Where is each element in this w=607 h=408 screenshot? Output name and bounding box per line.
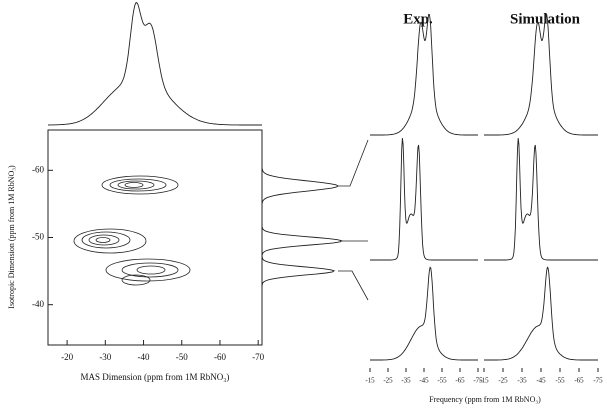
spectrum (370, 266, 478, 361)
contour-frame (47, 129, 263, 346)
y-tick-label: -50 (32, 232, 44, 242)
x-axis-label: MAS Dimension (ppm from 1M RbNO₃) (81, 372, 230, 382)
x-tick-label: -30 (99, 352, 111, 362)
x-tick-label: -40 (138, 352, 150, 362)
spectra-x-tick-label: -25 (383, 377, 393, 385)
y-axis-label: Isotropic Dimension (ppm from 1M RbNO₃) (7, 165, 16, 309)
spectra-x-tick-label: -35 (517, 377, 527, 385)
spectra-x-tick-label: -75 (593, 377, 603, 385)
y-tick-label: -60 (32, 164, 44, 174)
contours (73, 175, 191, 286)
spectra-x-tick-label: -15 (365, 377, 375, 385)
spectra-x-tick-label: -45 (536, 377, 546, 385)
spectra-x-tick-label: -65 (574, 377, 584, 385)
spectra-x-tick-label: -55 (555, 377, 565, 385)
isotropic-projection (261, 130, 343, 345)
spectra-x-tick-label: -15 (479, 377, 489, 385)
x-tick-label: -60 (214, 352, 226, 362)
spectrum (370, 137, 478, 261)
spectrum (484, 266, 598, 361)
spectra-x-tick-label: -25 (498, 377, 508, 385)
spectrum (370, 13, 478, 136)
spectra-x-tick-label: -75 (473, 377, 483, 385)
panel-title: Exp. (403, 11, 433, 27)
spectra-x-tick-label: -45 (419, 377, 429, 385)
x-tick-label: -20 (61, 352, 73, 362)
y-tick-label: -40 (32, 299, 44, 309)
x-tick-label: -70 (252, 352, 264, 362)
spectra-x-label: Frequency (ppm from 1M RbNO₃) (429, 395, 541, 404)
connectors (338, 139, 369, 301)
mas-projection (47, 2, 262, 126)
spectra-x-tick-label: -65 (455, 377, 465, 385)
spectra-x-tick-label: -55 (437, 377, 447, 385)
spectra-x-tick-label: -35 (401, 377, 411, 385)
spectrum (484, 13, 598, 136)
x-tick-label: -50 (176, 352, 188, 362)
spectrum (484, 137, 598, 261)
